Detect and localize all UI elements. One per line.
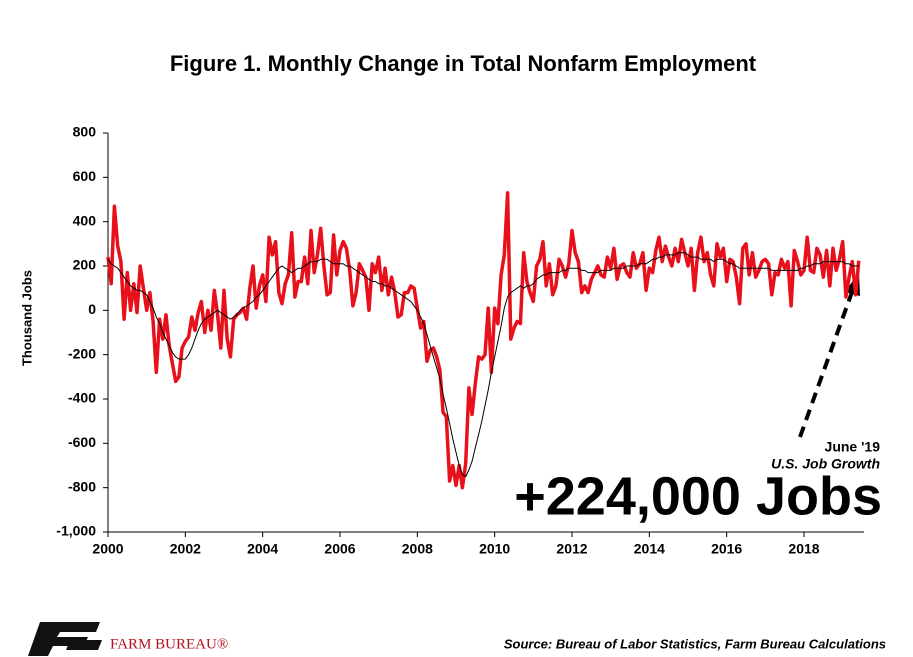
chart-title: Figure 1. Monthly Change in Total Nonfar…: [170, 51, 757, 76]
y-tick-label: -600: [68, 434, 96, 450]
logo: [28, 622, 102, 656]
x-tick-label: 2000: [92, 541, 123, 557]
annotation-caption: U.S. Job Growth: [771, 456, 880, 472]
y-tick-label: 400: [73, 212, 97, 228]
arrow: [798, 291, 854, 438]
y-tick-label: -200: [68, 345, 96, 361]
x-tick-label: 2008: [402, 541, 433, 557]
x-tick-label: 2014: [634, 541, 665, 557]
x-tick-label: 2004: [247, 541, 278, 557]
annotation-value: +224,000 Jobs: [514, 466, 882, 526]
x-tick-label: 2016: [711, 541, 742, 557]
x-tick-label: 2006: [324, 541, 355, 557]
y-tick-label: 0: [88, 301, 96, 317]
brand-name: FARM BUREAU®: [110, 636, 228, 652]
series-line: [107, 252, 859, 478]
x-tick-label: 2018: [788, 541, 819, 557]
source: Source: Bureau of Labor Statistics, Farm…: [504, 636, 886, 651]
y-tick-label: -1,000: [56, 523, 96, 539]
x-tick-label: 2010: [479, 541, 510, 557]
series-line: [106, 191, 861, 490]
annotation-date: June '19: [825, 439, 881, 455]
x-tick-label: 2012: [556, 541, 587, 557]
y-tick-label: -400: [68, 390, 96, 406]
y-tick-label: 200: [73, 257, 97, 273]
x-tick-label: 2002: [170, 541, 201, 557]
y-tick-label: 600: [73, 168, 97, 184]
y-tick-label: 800: [73, 124, 97, 140]
y-axis-label: Thousand Jobs: [19, 270, 34, 366]
y-tick-label: -800: [68, 478, 96, 494]
